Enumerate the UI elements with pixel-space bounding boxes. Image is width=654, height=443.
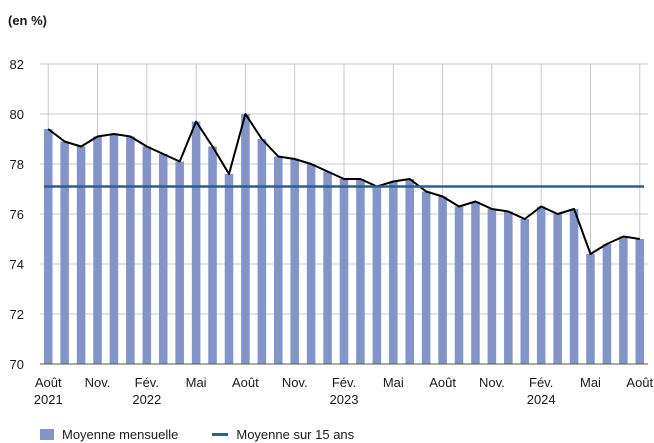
bar [586,254,595,364]
legend-label-monthly: Moyenne mensuelle [62,427,179,442]
bar [224,174,234,364]
legend-item-15y: Moyenne sur 15 ans [212,427,354,442]
bar [405,179,415,364]
monthly-line [47,113,640,255]
x-tick-label: Nov. [85,375,111,390]
x-tick-year-label: 2024 [527,392,556,407]
x-tick-label: Mai [186,375,207,390]
lines [43,113,645,255]
x-tick-label: Nov. [282,375,308,390]
bar [421,191,431,364]
unit-label: (en %) [8,13,47,28]
bar [487,209,497,364]
y-tick-label: 82 [10,57,24,72]
bar [158,154,168,364]
bar [569,209,579,364]
bar [454,206,464,364]
x-tick-year-label: 2021 [34,392,63,407]
bar [553,214,562,364]
x-tick-label: Fév. [135,375,159,390]
y-tick-label: 70 [10,357,24,372]
bar [356,179,365,364]
bar [241,114,250,364]
x-tick-label: Août [626,375,653,390]
bar [290,159,299,364]
legend-item-monthly: Moyenne mensuelle [40,427,178,442]
y-tick-label: 72 [10,307,24,322]
axes: 70 72 74 76 78 80 82 Août 2021 Nov. Fév. 2022 Mai Aoû… [10,57,654,407]
x-tick-label: Août [232,375,259,390]
bar [43,129,53,364]
bar [389,181,398,364]
bar [60,141,69,364]
bar [191,121,201,364]
bar [142,146,152,364]
bar [438,196,447,364]
bar [126,136,135,364]
bar [602,244,612,364]
x-tick-year-label: 2022 [132,392,161,407]
bar [504,211,513,364]
x-tick-label: Mai [383,375,404,390]
bar [536,206,546,364]
bar [619,236,628,364]
x-tick-label: Nov. [479,375,505,390]
bar [109,134,119,364]
x-tick-year-label: 2023 [330,392,359,407]
bar [339,179,349,364]
legend: Moyenne mensuelle Moyenne sur 15 ans [40,427,388,442]
bars [43,114,645,364]
bar [372,186,382,364]
legend-swatch-bar [40,429,54,440]
bar [471,201,480,364]
bar [257,139,267,364]
x-tick-label: Fév. [529,375,553,390]
x-tick-label: Mai [580,375,601,390]
bar [306,164,316,364]
legend-label-15y: Moyenne sur 15 ans [236,427,355,442]
bar [208,146,217,364]
y-tick-label: 74 [10,257,24,272]
bar [175,161,184,364]
x-tick-label: Fév. [332,375,356,390]
bar [323,171,332,364]
bar [273,156,283,364]
x-tick-label: Août [35,375,62,390]
bar [93,136,102,364]
y-tick-label: 76 [10,207,24,222]
x-tick-label: Août [429,375,456,390]
bar [635,239,645,364]
y-tick-label: 78 [10,157,24,172]
legend-swatch-line [212,433,229,436]
bar [76,146,86,364]
bar [520,219,530,364]
y-tick-label: 80 [10,107,24,122]
